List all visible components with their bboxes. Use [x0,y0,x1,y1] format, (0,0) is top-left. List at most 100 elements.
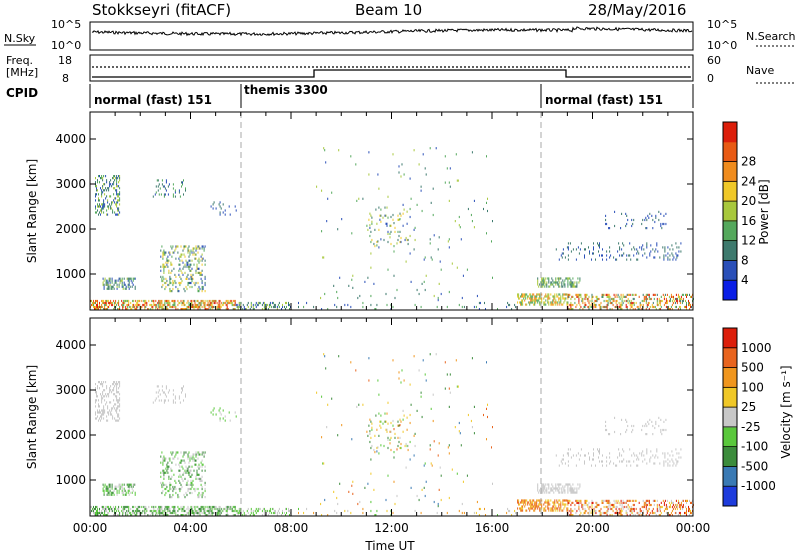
power-cell [131,285,133,288]
velocity-cell [679,507,681,511]
velocity-cell [175,481,177,484]
velocity-cell [378,434,380,437]
power-cell [628,254,630,257]
velocity-cell [642,509,644,513]
velocity-cell [137,511,139,515]
velocity-cell [659,514,661,517]
velocity-cell [400,446,402,450]
power-cell [178,281,180,285]
velocity-cell [559,483,561,486]
velocity-cell [98,403,99,406]
velocity-cell [485,514,486,517]
power-cell [211,305,213,309]
velocity-cell [625,418,627,421]
power-cell [619,303,621,307]
velocity-cell [614,430,616,434]
velocity-cell [168,505,170,509]
velocity-cell [614,511,616,515]
power-cell [669,248,671,251]
power-cell [623,295,625,298]
power-cell [282,303,283,307]
velocity-cell [182,455,184,458]
power-cell [127,285,129,288]
power-cell [456,179,458,182]
velocity-cell [97,509,98,513]
power-cell [561,281,563,284]
velocity-cell [161,385,163,388]
velocity-cell [177,496,179,499]
velocity-cell [531,503,533,506]
velocity-cell [272,511,274,515]
velocity-cell [105,489,107,492]
power-cell [158,301,160,305]
velocity-cell [247,507,249,511]
power-cell [155,305,157,309]
power-cell [369,224,371,227]
power-cell [567,277,569,280]
power-cell [172,299,174,303]
velocity-cell [430,407,432,410]
velocity-cell [406,444,408,448]
power-cell [206,299,208,303]
velocity-cell [549,491,551,494]
power-cell [522,295,524,298]
power-cell [615,293,617,296]
velocity-cell [112,507,114,511]
velocity-cell [606,511,608,515]
velocity-cell [123,511,125,515]
colorbar-tick-0: 1000 [741,341,772,355]
power-cell [134,287,136,290]
velocity-cell [161,485,163,489]
power-cell [134,308,136,311]
velocity-cell [686,499,687,502]
power-cell [249,308,251,311]
power-cell [608,297,610,301]
velocity-cell [368,379,370,382]
power-cell [650,244,652,247]
power-cell [126,303,128,307]
power-cell [616,258,618,261]
velocity-cell [537,485,539,488]
velocity-cell [605,424,607,428]
velocity-cell [189,469,191,472]
velocity-cell [602,454,603,457]
velocity-cell [593,507,595,511]
velocity-cell [106,415,108,418]
velocity-cell [116,383,118,386]
velocity-cell [198,467,200,470]
power-cell [115,197,117,200]
velocity-cell [159,505,161,509]
velocity-cell [270,511,272,515]
power-cell [616,295,618,298]
power-cell [127,303,129,307]
velocity-cell [172,493,174,497]
velocity-cell [130,483,132,486]
velocity-cell [95,514,96,517]
power-cell [487,197,488,200]
power-cell [667,256,669,259]
velocity-cell [196,453,198,456]
velocity-cell [619,509,621,513]
power-cell [99,205,100,208]
velocity-cell [162,391,164,394]
velocity-cell [298,507,299,511]
power-cell [179,267,181,270]
velocity-cell [596,501,598,504]
power-cell [634,293,636,296]
velocity-cell [473,405,475,408]
power-cell [689,303,690,307]
power-cell [370,214,372,217]
power-cell [204,281,206,285]
velocity-cell [105,487,107,490]
velocity-cell [154,509,156,513]
velocity-cell [570,487,572,490]
power-cell [191,267,193,270]
velocity-cell [476,500,478,504]
power-cell [127,308,129,311]
power-cell [371,220,373,223]
velocity-cell [164,487,166,491]
power-cell [192,273,194,276]
velocity-cell [192,453,194,456]
power-cell [567,258,569,261]
power-cell [639,301,641,305]
